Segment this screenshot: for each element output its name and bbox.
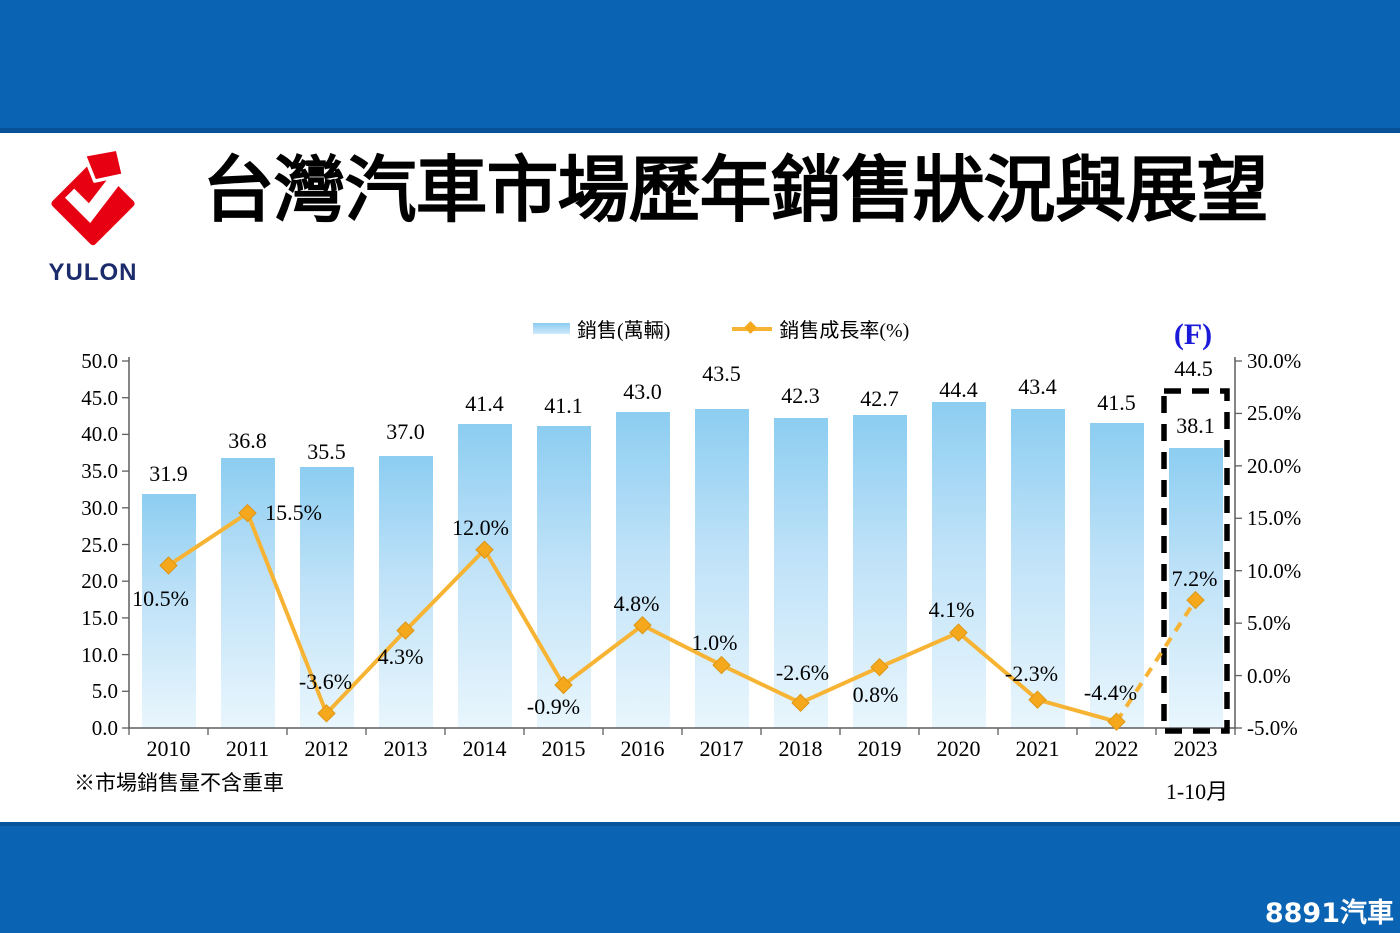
x-axis-label-2020: 2020 xyxy=(936,736,981,761)
growth-label-2014: 12.0% xyxy=(452,514,509,540)
yulon-logo-text: YULON xyxy=(48,259,138,286)
right-axis-label: 0.0% xyxy=(1247,663,1291,688)
bar-value-label-2010: 31.9 xyxy=(149,460,188,486)
left-axis-label: 40.0 xyxy=(81,422,118,447)
right-axis-label: 25.0% xyxy=(1247,401,1302,426)
growth-label-2020: 4.1% xyxy=(928,596,975,622)
bar-2014 xyxy=(457,424,512,728)
growth-label-2018: -2.6% xyxy=(775,659,830,685)
forecast-period-note: 1-10月 xyxy=(1165,779,1229,804)
left-axis-label: 5.0 xyxy=(91,679,118,704)
right-axis-label: 30.0% xyxy=(1247,349,1302,373)
chart-legend: 銷售(萬輛) 銷售成長率(%) xyxy=(533,314,909,343)
diamond-marker-icon xyxy=(744,320,758,334)
bar-value-label-2023: 38.1 xyxy=(1176,413,1215,439)
x-axis-label-2016: 2016 xyxy=(620,736,665,761)
left-axis-label: 15.0 xyxy=(81,605,118,630)
legend-label-sales: 銷售(萬輛) xyxy=(577,320,671,342)
bar-value-label-2021: 43.4 xyxy=(1018,374,1057,400)
right-axis-label: 15.0% xyxy=(1247,506,1302,531)
yulon-logo-mark xyxy=(51,147,135,246)
bar-2020 xyxy=(931,402,986,728)
right-axis-label: 5.0% xyxy=(1247,611,1291,636)
x-axis-label-2018: 2018 xyxy=(778,736,823,761)
top-band xyxy=(0,0,1400,133)
x-axis-label-2010: 2010 xyxy=(146,736,191,761)
growth-label-2013: 4.3% xyxy=(377,644,424,670)
x-axis-label-2022: 2022 xyxy=(1094,736,1139,761)
page-title: 台灣汽車市場歷年銷售狀況與展望 xyxy=(202,151,1268,231)
bar-2019 xyxy=(852,414,907,728)
x-axis-label-2015: 2015 xyxy=(541,736,586,761)
brand-8891-logo: 8891汽車 xyxy=(1264,898,1394,929)
bar-value-label-2014: 41.4 xyxy=(465,391,504,417)
forecast-value-label: 44.5 xyxy=(1174,356,1213,381)
legend-item-growth: 銷售成長率(%) xyxy=(732,314,909,343)
growth-label-2021: -2.3% xyxy=(1004,660,1059,686)
bar-value-label-2018: 42.3 xyxy=(781,382,820,408)
growth-label-2012: -3.6% xyxy=(298,669,353,695)
bar-value-label-2016: 43.0 xyxy=(623,379,662,405)
line-swatch-icon xyxy=(732,320,773,334)
left-axis-label: 0.0 xyxy=(91,716,118,740)
growth-label-2011: 15.5% xyxy=(265,500,322,526)
x-axis-label-2013: 2013 xyxy=(383,736,428,761)
bar-value-label-2019: 42.7 xyxy=(860,385,899,411)
left-axis-label: 50.0 xyxy=(81,349,118,373)
growth-label-2016: 4.8% xyxy=(613,591,660,617)
bar-value-label-2017: 43.5 xyxy=(702,360,741,386)
left-axis-label: 30.0 xyxy=(81,495,118,520)
bar-value-label-2012: 35.5 xyxy=(307,439,346,465)
forecast-flag: (F) xyxy=(1173,318,1213,351)
left-axis-label: 35.0 xyxy=(81,459,118,484)
bar-value-label-2015: 41.1 xyxy=(544,393,583,419)
x-axis-label-2011: 2011 xyxy=(225,736,270,761)
right-axis-label: 10.0% xyxy=(1247,558,1302,583)
bar-2016 xyxy=(615,412,670,728)
left-axis-label: 25.0 xyxy=(81,532,118,557)
bar-2011 xyxy=(220,457,275,728)
left-axis-label: 45.0 xyxy=(81,385,118,410)
bar-value-label-2022: 41.5 xyxy=(1097,390,1136,416)
right-axis-label: -5.0% xyxy=(1247,716,1298,740)
x-axis-label-2012: 2012 xyxy=(304,736,349,761)
bar-value-label-2013: 37.0 xyxy=(386,419,425,445)
x-axis-label-2014: 2014 xyxy=(462,736,507,761)
bar-2017 xyxy=(694,408,749,728)
yulon-logo: YULON xyxy=(34,147,152,287)
bar-2015 xyxy=(536,426,591,728)
growth-label-2017: 1.0% xyxy=(691,630,738,656)
growth-label-2010: 10.5% xyxy=(132,586,189,612)
growth-label-2022: -4.4% xyxy=(1083,679,1138,705)
growth-label-2019: 0.8% xyxy=(852,682,899,708)
chart-footnote: ※市場銷售量不含重車 xyxy=(74,771,284,795)
x-axis-label-2023: 2023 xyxy=(1173,736,1218,761)
x-axis-label-2017: 2017 xyxy=(699,736,744,761)
x-axis-label-2021: 2021 xyxy=(1015,736,1060,761)
bar-value-label-2011: 36.8 xyxy=(228,427,267,453)
left-axis-label: 20.0 xyxy=(81,569,118,594)
bar-swatch-icon xyxy=(533,323,570,334)
bottom-band: 8891汽車 xyxy=(0,822,1400,933)
x-axis-label-2019: 2019 xyxy=(857,736,902,761)
right-axis-label: 20.0% xyxy=(1247,453,1302,478)
legend-item-sales: 銷售(萬輛) xyxy=(533,314,670,343)
growth-label-2023: 7.2% xyxy=(1171,566,1218,592)
bar-2013 xyxy=(378,456,433,728)
bar-value-label-2020: 44.4 xyxy=(939,377,978,403)
legend-label-growth: 銷售成長率(%) xyxy=(779,320,910,342)
left-axis-label: 10.0 xyxy=(81,642,118,667)
growth-label-2015: -0.9% xyxy=(526,694,581,719)
